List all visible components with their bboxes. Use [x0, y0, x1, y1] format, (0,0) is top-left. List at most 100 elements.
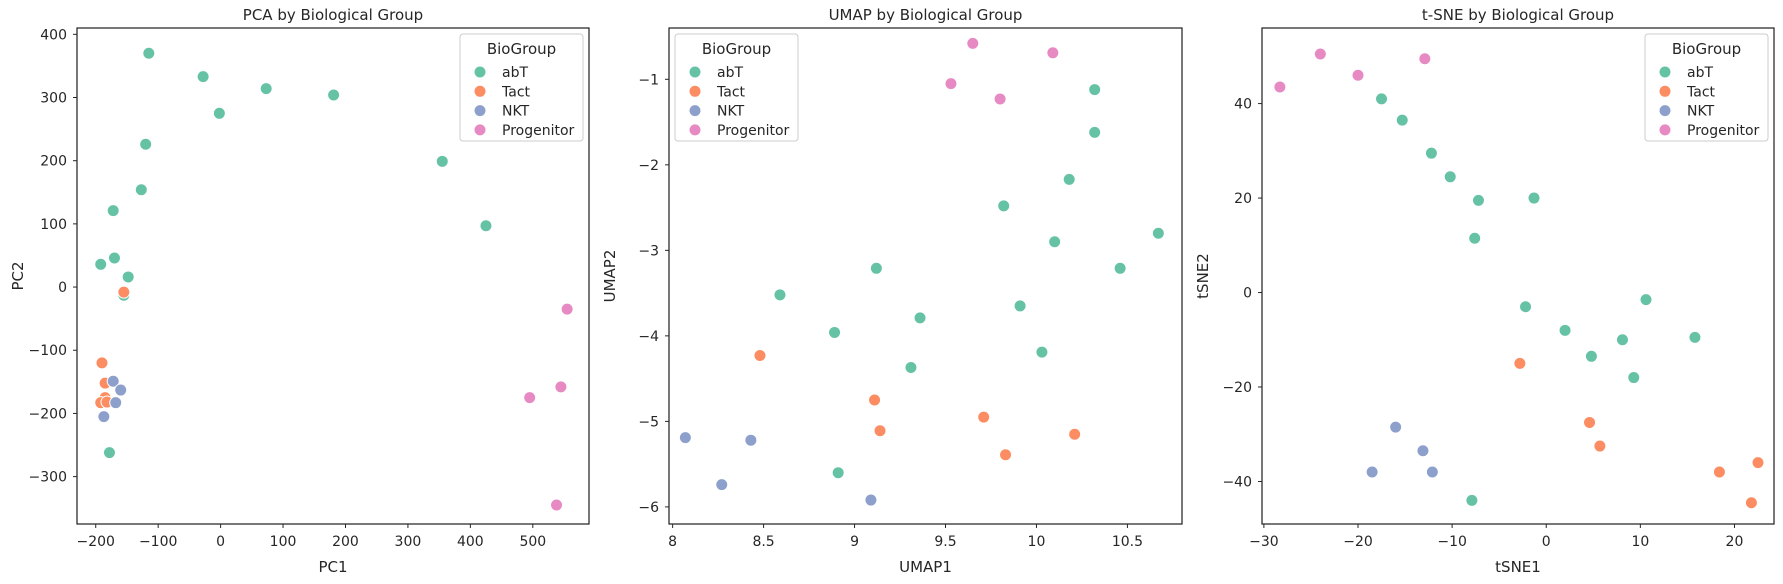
legend-title: BioGroup [702, 40, 771, 58]
y-tick-label: 40 [1234, 97, 1252, 113]
data-point [999, 448, 1013, 462]
x-tick-label: 300 [395, 534, 422, 550]
legend: BioGroup abT Tact NKT Progenitor [459, 33, 584, 142]
data-point [868, 393, 882, 407]
x-axis-label: UMAP1 [899, 558, 952, 576]
x-tick-label: 0 [216, 534, 225, 550]
legend-marker-abt [1658, 65, 1672, 79]
y-tick-label: −1 [638, 72, 659, 88]
series-nkt [97, 374, 128, 424]
legend-label-progenitor: Progenitor [1687, 123, 1760, 139]
data-point [1465, 493, 1479, 507]
legend-label-nkt: NKT [502, 104, 530, 120]
data-point [95, 356, 109, 370]
series-tact [753, 349, 1082, 462]
data-point [554, 380, 568, 394]
x-tick-label: 10 [1631, 534, 1649, 550]
legend-marker-tact [688, 84, 702, 98]
y-tick-label: 400 [40, 27, 67, 43]
x-tick-label: 8 [668, 534, 677, 550]
data-point [1046, 46, 1060, 60]
data-point [913, 311, 927, 325]
data-point [1035, 345, 1049, 359]
data-point [1639, 293, 1653, 307]
y-axis-label: UMAP2 [601, 250, 619, 303]
series-progenitor [944, 36, 1060, 106]
data-point [1113, 261, 1127, 275]
legend-box [674, 33, 799, 142]
y-tick-label: 100 [40, 217, 67, 233]
data-point [1365, 465, 1379, 479]
series-nkt [678, 431, 878, 507]
data-point [1584, 349, 1598, 363]
data-point [944, 77, 958, 91]
data-point [1513, 356, 1527, 370]
data-point [864, 493, 878, 507]
x-tick-label: −20 [1343, 534, 1373, 550]
subplot-3: t-SNE by Biological Group −30 −20 −10 0 10 20 −… [1194, 6, 1775, 576]
data-point [139, 137, 153, 151]
legend-label-progenitor: Progenitor [717, 123, 790, 139]
x-tick-label: 10 [1028, 534, 1046, 550]
x-tick-label: 20 [1726, 534, 1744, 550]
x-tick-label: −200 [77, 534, 115, 550]
data-point [142, 46, 156, 60]
data-point [1712, 465, 1726, 479]
data-point [1416, 444, 1430, 458]
legend-marker-progenitor [473, 123, 487, 137]
data-point [1425, 465, 1439, 479]
data-point [1583, 415, 1597, 429]
series-progenitor [1273, 47, 1432, 94]
legend-title: BioGroup [487, 40, 556, 58]
data-point [1395, 113, 1409, 127]
data-point [873, 424, 887, 438]
chart-title: UMAP by Biological Group [829, 6, 1023, 24]
data-point [1744, 496, 1758, 510]
legend-marker-abt [688, 65, 702, 79]
legend-title: BioGroup [1672, 40, 1741, 58]
legend-label-tact: Tact [716, 84, 746, 100]
legend-marker-nkt [473, 104, 487, 118]
legend-label-progenitor: Progenitor [502, 123, 575, 139]
y-tick-label: −300 [29, 470, 67, 486]
y-axis-label: tSNE2 [1194, 253, 1212, 299]
y-tick-label: 0 [1243, 286, 1252, 302]
y-tick-label: −6 [638, 500, 659, 516]
data-point [1351, 68, 1365, 82]
data-point [107, 251, 121, 265]
data-point [1088, 83, 1102, 97]
legend-label-tact: Tact [501, 84, 531, 100]
y-tick-label: −40 [1222, 474, 1252, 490]
data-point [966, 36, 980, 50]
data-point [1615, 333, 1629, 347]
data-point [550, 498, 564, 512]
data-point [1088, 125, 1102, 139]
data-point [1313, 47, 1327, 61]
data-point [212, 106, 226, 120]
data-point [1062, 172, 1076, 186]
y-tick-label: −3 [638, 243, 659, 259]
legend-box [459, 33, 584, 142]
series-tact [1513, 356, 1765, 510]
x-tick-label: 100 [270, 534, 297, 550]
data-point [106, 374, 120, 388]
y-tick-label: −20 [1222, 380, 1252, 396]
data-point [1048, 235, 1062, 249]
data-point [831, 466, 845, 480]
series-abt [773, 83, 1165, 480]
y-tick-label: 300 [40, 91, 67, 107]
data-point [1627, 371, 1641, 385]
data-point [106, 204, 120, 218]
data-point [1471, 193, 1485, 207]
data-point [94, 257, 108, 271]
subplot-2: UMAP by Biological Group 8 8.5 9 9.5 10 10.5 −6… [601, 6, 1183, 576]
data-point [97, 410, 111, 424]
data-point [1068, 427, 1082, 441]
x-tick-label: −100 [139, 534, 177, 550]
data-point [1151, 226, 1165, 240]
data-point [560, 302, 574, 316]
legend-label-abt: abT [502, 65, 528, 81]
x-tick-label: −10 [1437, 534, 1467, 550]
y-axis-label: PC2 [9, 261, 27, 290]
